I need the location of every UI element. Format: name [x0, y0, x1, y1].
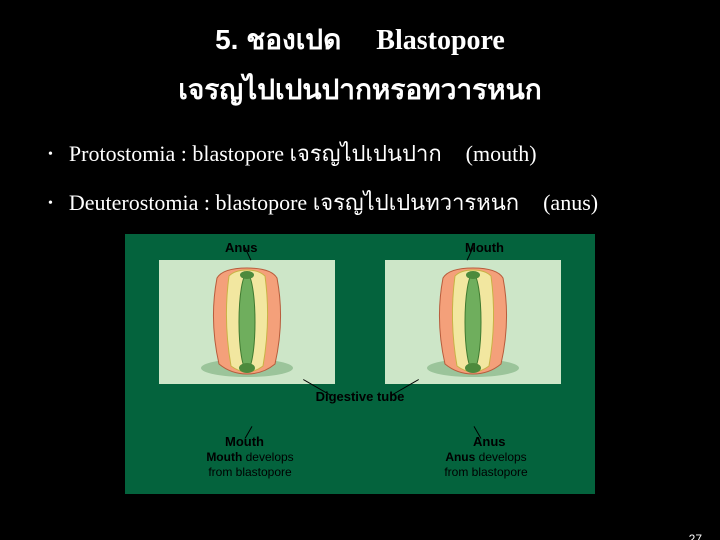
bullet-dot-icon: • [48, 196, 53, 212]
panel-protostome [159, 260, 335, 384]
bullet-dot-icon: • [48, 147, 53, 163]
bullet-text-en: Protostomia : blastopore [69, 141, 284, 167]
bullet-deuterostomia: • Deuterostomia : blastopore เจรญไปเปนทว… [48, 185, 720, 220]
caption-bold: Anus [445, 450, 475, 464]
slide-subtitle: เจรญไปเปนปากหรอทวารหนก [0, 68, 720, 112]
label-digestive-tube: Digestive tube [125, 389, 595, 404]
bullet-list: • Protostomia : blastopore เจรญไปเปนปาก … [0, 136, 720, 220]
bullet-paren: (mouth) [466, 141, 537, 167]
bullet-protostomia: • Protostomia : blastopore เจรญไปเปนปาก … [48, 136, 720, 171]
title-english: Blastopore [376, 25, 505, 56]
label-mouth-bottom: Mouth [225, 434, 264, 449]
bullet-text-en: Deuterostomia : blastopore [69, 190, 307, 216]
slide-title: 5. ชองเปด Blastopore [0, 18, 720, 62]
blastopore-diagram: Anus Mouth Digestive tube Mouth Anus Mou… [125, 234, 595, 494]
caption-bold: Mouth [206, 450, 242, 464]
title-thai: 5. ชองเปด [215, 24, 341, 55]
caption-deuterostome: Anus develops from blastopore [421, 450, 551, 480]
bullet-paren: (anus) [543, 190, 598, 216]
label-anus-bottom: Anus [473, 434, 506, 449]
label-anus-top: Anus [225, 240, 258, 255]
embryo-protostome-icon [159, 260, 335, 384]
bullet-text-th: เจรญไปเปนทวารหนก [313, 185, 519, 220]
label-mouth-top: Mouth [465, 240, 504, 255]
page-number: 27 [689, 532, 702, 540]
caption-protostome: Mouth develops from blastopore [185, 450, 315, 480]
panel-deuterostome [385, 260, 561, 384]
bullet-text-th: เจรญไปเปนปาก [290, 136, 442, 171]
embryo-deuterostome-icon [385, 260, 561, 384]
